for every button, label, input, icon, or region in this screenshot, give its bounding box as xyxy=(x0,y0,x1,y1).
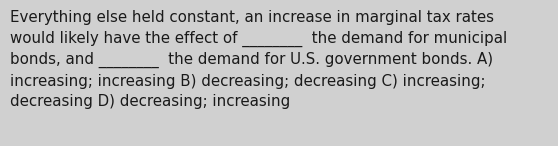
Text: Everything else held constant, an increase in marginal tax rates
would likely ha: Everything else held constant, an increa… xyxy=(10,10,507,109)
